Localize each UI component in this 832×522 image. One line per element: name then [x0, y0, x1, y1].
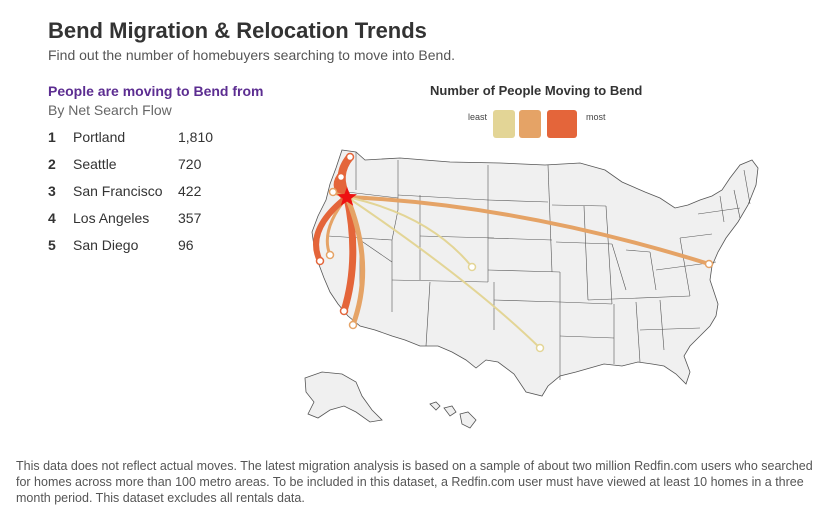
bend-star-icon	[337, 187, 357, 206]
route-san-francisco	[313, 194, 350, 264]
origin-marker-los-angeles	[339, 306, 349, 316]
origin-marker-san-francisco	[315, 256, 325, 266]
list-item: 2 Seattle 720	[48, 154, 268, 181]
list-heading: People are moving to Bend from	[48, 83, 264, 99]
rank-number: 3	[48, 183, 56, 199]
rank-count: 357	[178, 210, 202, 226]
rank-city: Los Angeles	[73, 210, 150, 226]
legend-least-label: least	[468, 112, 488, 122]
rank-number: 4	[48, 210, 56, 226]
origin-marker-portland	[336, 172, 346, 182]
legend-title: Number of People Moving to Bend	[430, 83, 643, 98]
alaska-shape	[304, 371, 383, 423]
origin-marker-san-diego	[348, 320, 358, 330]
origin-marker-washington-dc	[704, 259, 714, 269]
rank-number: 1	[48, 129, 56, 145]
list-item: 3 San Francisco 422	[48, 181, 268, 208]
rank-city: Portland	[73, 129, 126, 145]
rank-number: 5	[48, 237, 56, 253]
contiguous-us-shape	[311, 149, 759, 397]
origin-markers	[315, 152, 714, 353]
route-san-diego	[344, 194, 366, 328]
page-title: Bend Migration & Relocation Trends	[48, 18, 427, 43]
legend-swatch-least	[493, 110, 515, 138]
list-item: 4 Los Angeles 357	[48, 208, 268, 235]
origin-marker-seattle	[345, 152, 355, 162]
list-subheading: By Net Search Flow	[48, 102, 172, 118]
origin-marker-eugene	[328, 187, 338, 197]
rank-count: 422	[178, 183, 202, 199]
rank-city: Seattle	[73, 156, 117, 172]
route-colorado	[346, 196, 473, 268]
page-subtitle: Find out the number of homebuyers search…	[48, 47, 456, 63]
rank-city: San Diego	[73, 237, 139, 253]
list-item: 1 Portland 1,810	[48, 127, 268, 154]
origin-rank-list: 1 Portland 1,810 2 Seattle 720 3 San Fra…	[48, 127, 268, 262]
origin-marker-denver	[467, 262, 477, 272]
rank-city: San Francisco	[73, 183, 163, 199]
legend-most-label: most	[586, 112, 606, 122]
origin-marker-austin	[535, 343, 545, 353]
legend-swatch-most	[547, 110, 577, 138]
rank-count: 96	[178, 237, 194, 253]
us-migration-map	[304, 149, 759, 429]
rank-count: 720	[178, 156, 202, 172]
route-texas	[346, 196, 541, 349]
list-item: 5 San Diego 96	[48, 235, 268, 262]
legend-swatch-medium	[519, 110, 541, 138]
rank-number: 2	[48, 156, 56, 172]
route-east-coast	[345, 195, 711, 266]
rank-count: 1,810	[178, 129, 214, 145]
footnote: This data does not reflect actual moves.…	[16, 459, 813, 505]
hawaii-shape	[429, 401, 477, 429]
origin-marker-sacramento	[325, 250, 335, 260]
us-land	[304, 149, 759, 429]
